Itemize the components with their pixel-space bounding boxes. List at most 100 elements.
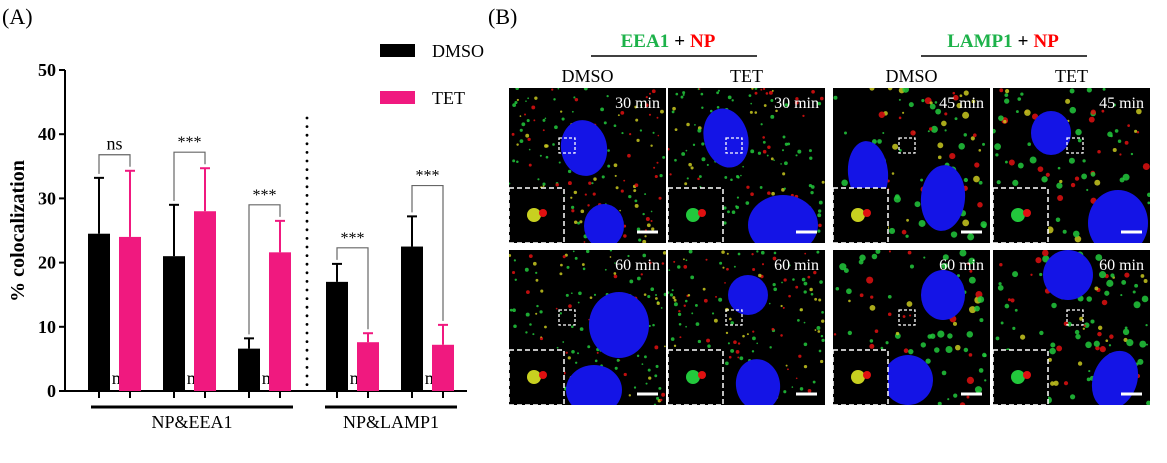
puncta xyxy=(792,278,795,281)
puncta xyxy=(591,182,594,185)
puncta xyxy=(662,155,666,159)
puncta xyxy=(818,223,822,228)
puncta xyxy=(718,297,723,302)
zoom-region-box xyxy=(1066,137,1084,154)
puncta xyxy=(661,262,665,265)
puncta xyxy=(1004,93,1009,98)
puncta xyxy=(941,370,947,376)
puncta xyxy=(1074,329,1080,335)
separator-dot xyxy=(305,323,309,326)
puncta xyxy=(977,202,983,208)
puncta xyxy=(953,393,958,398)
puncta xyxy=(642,212,645,216)
puncta xyxy=(683,265,688,269)
puncta xyxy=(671,289,674,292)
puncta xyxy=(724,176,728,179)
y-tick-label: 30 xyxy=(38,188,56,208)
heading-plus: + xyxy=(1018,31,1029,52)
puncta xyxy=(532,261,537,266)
puncta xyxy=(871,139,877,145)
nucleus xyxy=(560,120,608,176)
puncta xyxy=(788,264,791,267)
puncta xyxy=(980,221,987,228)
puncta xyxy=(528,254,533,259)
puncta xyxy=(515,88,519,91)
panel-a-label: (A) xyxy=(2,4,33,29)
puncta xyxy=(539,310,543,314)
inset-puncta xyxy=(851,208,865,222)
puncta xyxy=(731,210,736,214)
puncta xyxy=(966,331,974,338)
puncta xyxy=(787,142,791,146)
inset-puncta xyxy=(1023,371,1031,379)
puncta xyxy=(801,277,806,282)
puncta xyxy=(588,181,592,185)
puncta xyxy=(682,91,686,95)
puncta xyxy=(579,327,584,331)
puncta xyxy=(784,161,788,166)
puncta xyxy=(511,132,515,136)
puncta xyxy=(1042,250,1049,257)
puncta xyxy=(974,305,980,312)
puncta xyxy=(752,330,755,333)
significance-label: *** xyxy=(341,230,365,247)
puncta xyxy=(544,325,547,329)
bar-dmso xyxy=(238,348,260,391)
puncta xyxy=(820,359,824,364)
puncta xyxy=(727,342,730,345)
puncta xyxy=(1119,153,1122,156)
puncta xyxy=(658,196,662,200)
puncta xyxy=(963,133,967,137)
puncta xyxy=(692,143,696,147)
puncta xyxy=(643,293,647,296)
puncta xyxy=(578,291,582,296)
zoom-region-box xyxy=(558,137,576,154)
puncta xyxy=(681,152,686,156)
inset-puncta xyxy=(863,209,871,217)
nucleus xyxy=(589,292,649,358)
puncta xyxy=(519,115,522,117)
puncta xyxy=(521,122,526,127)
puncta xyxy=(583,88,588,91)
puncta xyxy=(1085,341,1092,349)
puncta xyxy=(972,133,977,138)
puncta xyxy=(672,106,676,111)
puncta xyxy=(995,336,1000,341)
puncta xyxy=(737,342,741,345)
puncta xyxy=(567,169,572,174)
puncta xyxy=(582,267,586,271)
puncta xyxy=(1139,340,1147,348)
puncta xyxy=(613,272,617,275)
puncta xyxy=(819,96,824,101)
puncta xyxy=(607,164,611,168)
puncta xyxy=(581,263,585,266)
puncta xyxy=(1003,119,1007,124)
puncta xyxy=(927,130,930,133)
puncta xyxy=(818,298,822,302)
puncta xyxy=(819,280,823,284)
puncta xyxy=(934,347,940,353)
puncta xyxy=(821,180,825,184)
puncta xyxy=(514,100,518,105)
puncta xyxy=(609,256,612,258)
puncta xyxy=(782,172,786,176)
puncta xyxy=(678,323,682,326)
nucleus xyxy=(735,359,781,405)
puncta xyxy=(1143,279,1148,283)
puncta xyxy=(875,250,881,254)
puncta xyxy=(737,176,740,179)
puncta xyxy=(914,201,921,208)
puncta xyxy=(645,95,648,99)
puncta xyxy=(1050,381,1055,386)
puncta xyxy=(735,349,740,354)
separator-dot xyxy=(305,331,309,335)
puncta xyxy=(525,331,528,334)
bar-tet xyxy=(357,342,379,391)
puncta xyxy=(1124,140,1129,145)
puncta xyxy=(1004,303,1010,309)
zoom-region-box xyxy=(1066,309,1084,326)
puncta xyxy=(559,312,563,315)
puncta xyxy=(874,329,879,333)
puncta xyxy=(954,117,958,121)
puncta xyxy=(809,287,813,292)
